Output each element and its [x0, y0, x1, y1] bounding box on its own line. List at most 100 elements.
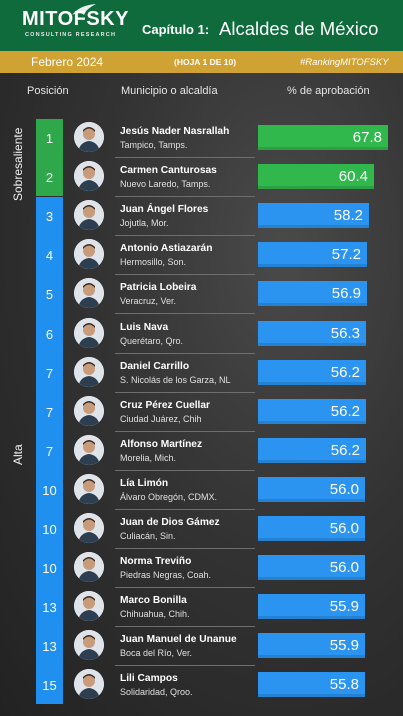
- municipality-label: Solidaridad, Qroo.: [120, 687, 193, 698]
- ranking-row: 7 Cruz Pérez Cuellar Ciudad Juárez, Chih 56…: [0, 393, 403, 432]
- approval-value: 56.3: [330, 324, 360, 342]
- mayor-name: Cruz Pérez Cuellar: [120, 399, 211, 411]
- mayor-name: Juan de Dios Gámez: [120, 517, 220, 528]
- ranking-row: 13 Marco Bonilla Chihuahua, Chih. 55.9: [0, 588, 403, 628]
- row-divider: [115, 313, 255, 315]
- municipality-label: Ciudad Juárez, Chih: [120, 413, 202, 424]
- approval-bar: [258, 125, 388, 150]
- mayor-name: Daniel Carrillo: [120, 360, 190, 372]
- rank-label: 10: [42, 522, 57, 537]
- municipality-label: Jojutla, Mor.: [120, 218, 169, 229]
- approval-bar: [258, 594, 365, 620]
- row-divider: [115, 469, 255, 471]
- approval-value: 67.8: [352, 129, 382, 146]
- rank-label: 4: [45, 248, 54, 264]
- mayor-name: Marco Bonilla: [120, 595, 187, 607]
- category-bar-sobresaliente: [36, 119, 63, 197]
- row-divider: [115, 430, 255, 432]
- avatar: [74, 630, 104, 661]
- rank-label: 3: [45, 209, 54, 225]
- avatar: [74, 669, 104, 700]
- rank-label: 13: [42, 600, 57, 616]
- approval-bar: [258, 516, 365, 541]
- avatar: [74, 434, 104, 465]
- approval-value: 56.0: [329, 520, 359, 537]
- category-bar-alta: [36, 197, 63, 705]
- column-header-position: Posición: [27, 85, 69, 97]
- ranking-row: 7 Alfonso Martínez Morelia, Mich. 56.2: [0, 432, 403, 471]
- municipality-label: Boca del Río, Ver.: [120, 648, 193, 659]
- approval-bar: [258, 437, 366, 463]
- mayor-name: Jesús Nader Nasrallah: [120, 126, 230, 137]
- ranking-row: 7 Daniel Carrillo S. Nicolás de los Garza,…: [0, 354, 403, 393]
- ranking-row: 6 Luis Nava Querétaro, Qro. 56.3: [0, 315, 403, 354]
- mayor-name: Alfonso Martínez: [120, 438, 203, 450]
- approval-value: 55.8: [329, 676, 359, 694]
- ranking-row: 10 Norma Treviño Piedras Negras, Coah. 56.0: [0, 549, 403, 589]
- rank-label: 6: [45, 326, 54, 342]
- mayor-name: Lili Campos: [120, 673, 178, 685]
- ranking-row: 1 Jesús Nader Nasrallah Tampico, Tamps. 67.…: [0, 119, 403, 158]
- approval-bar: [258, 164, 374, 190]
- ranking-row: 13 Juan Manuel de Unanue Boca del Río, Ver…: [0, 627, 403, 667]
- row-divider: [115, 508, 255, 510]
- row-divider: [115, 587, 255, 589]
- ranking-row: 5 Patricia Lobeira Veracruz, Ver. 56.9: [0, 275, 403, 315]
- approval-bar: [258, 320, 366, 346]
- avatar: [74, 239, 104, 270]
- hashtag-label: #RankingMITOFSKY: [300, 57, 389, 68]
- approval-value: 56.0: [329, 559, 359, 577]
- avatar: [74, 161, 104, 192]
- rank-label: 1: [45, 131, 54, 146]
- approval-value: 57.2: [331, 246, 361, 264]
- row-divider: [115, 274, 255, 276]
- avatar: [74, 552, 104, 583]
- approval-value: 60.4: [338, 168, 368, 186]
- chapter-label: Capítulo 1:: [142, 22, 210, 37]
- bird-logo-icon: [72, 4, 96, 15]
- mayor-name: Norma Treviño: [120, 556, 192, 568]
- header-bar: MITOFSKY CONSULTING RESEARCH Capítulo 1:…: [0, 0, 403, 51]
- ranking-row: 10 Juan de Dios Gámez Culiacán, Sin. 56.0: [0, 510, 403, 549]
- mayor-name: Juan Manuel de Unanue: [120, 634, 237, 646]
- approval-bar: [258, 633, 365, 659]
- approval-bar: [258, 398, 366, 424]
- row-divider: [115, 665, 255, 667]
- mayor-name: Patricia Lobeira: [120, 282, 197, 294]
- page-title: Alcaldes de México: [219, 18, 379, 39]
- approval-bar: [258, 242, 367, 268]
- row-divider: [115, 157, 255, 158]
- municipality-label: S. Nicolás de los Garza, NL: [120, 374, 231, 385]
- brand-logo: MITOFSKY: [22, 8, 129, 30]
- avatar: [74, 395, 104, 426]
- rank-label: 10: [42, 561, 57, 577]
- municipality-label: Hermosillo, Son.: [120, 257, 187, 268]
- approval-value: 58.2: [333, 207, 363, 225]
- municipality-label: Tampico, Tamps.: [120, 140, 188, 150]
- row-divider: [115, 235, 255, 237]
- approval-value: 55.9: [329, 637, 359, 655]
- approval-value: 56.2: [330, 363, 360, 381]
- approval-bar: [258, 203, 369, 229]
- ranking-row: 3 Juan Ángel Flores Jojutla, Mor. 58.2: [0, 197, 403, 237]
- avatar: [74, 513, 104, 543]
- mayor-name: Antonio Astiazarán: [120, 243, 213, 255]
- ranking-row: 15 Lili Campos Solidaridad, Qroo. 55.8: [0, 666, 403, 705]
- municipality-label: Querétaro, Qro.: [120, 335, 184, 346]
- avatar: [74, 356, 104, 387]
- municipality-label: Chihuahua, Chih.: [120, 609, 190, 620]
- avatar: [74, 278, 104, 309]
- avatar: [74, 122, 104, 152]
- approval-value: 56.0: [329, 480, 359, 498]
- rank-label: 7: [45, 443, 54, 459]
- municipality-label: Piedras Negras, Coah.: [120, 570, 212, 581]
- avatar: [74, 591, 104, 622]
- approval-value: 56.2: [330, 402, 360, 420]
- approval-value: 56.9: [331, 285, 361, 303]
- mayor-name: Juan Ángel Flores: [120, 204, 209, 216]
- row-divider: [115, 391, 255, 393]
- row-divider: [115, 352, 255, 354]
- mayor-name: Carmen Canturosas: [120, 165, 217, 177]
- rank-label: 2: [45, 170, 54, 186]
